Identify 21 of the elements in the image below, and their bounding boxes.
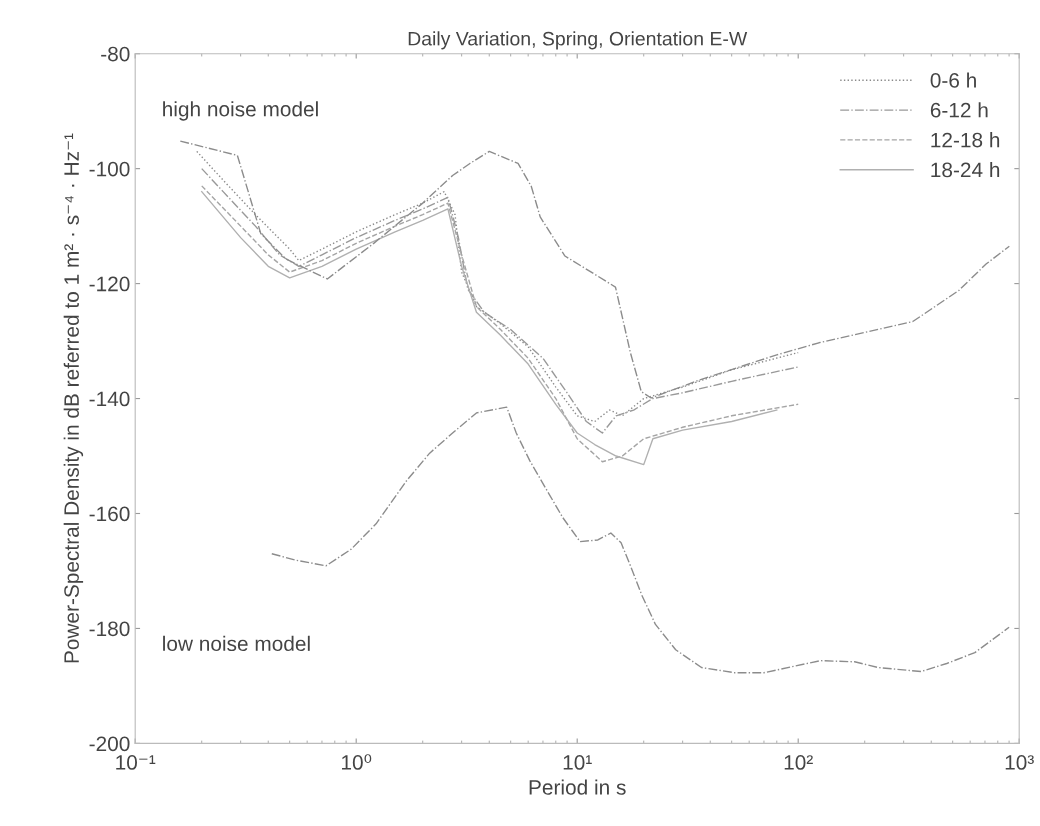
legend-label: 6-12 h: [930, 102, 988, 118]
annotation: low noise model: [163, 635, 310, 652]
x-axis-title: Period in s: [529, 779, 626, 795]
y-tick-label: -120: [89, 276, 130, 292]
x-tick-label: 10⁰: [342, 754, 372, 770]
x-tick-label: 10²: [784, 755, 813, 770]
y-tick-label: -160: [89, 506, 130, 522]
x-tick-label: 10³: [1005, 755, 1034, 770]
y-tick-label: -100: [89, 161, 130, 177]
annotation: high noise model: [163, 101, 318, 121]
y-axis-title: Power-Spectral Density in dB referred to 1 m² · s⁻⁴ · Hz⁻¹: [63, 133, 84, 663]
legend-label: 12-18 h: [931, 132, 1000, 148]
y-tick-label: -140: [89, 391, 130, 407]
legend-label: 18-24 h: [931, 161, 1000, 178]
x-tick-label: 10⁻¹: [116, 755, 156, 770]
legend-label: 0-6 h: [930, 72, 976, 88]
chart-title: Daily Variation, Spring, Orientation E-W: [408, 31, 748, 50]
y-tick-label: -80: [101, 46, 130, 62]
x-tick-label: 10¹: [563, 755, 592, 770]
y-tick-label: -180: [89, 621, 130, 637]
y-tick-label: -200: [89, 736, 130, 752]
